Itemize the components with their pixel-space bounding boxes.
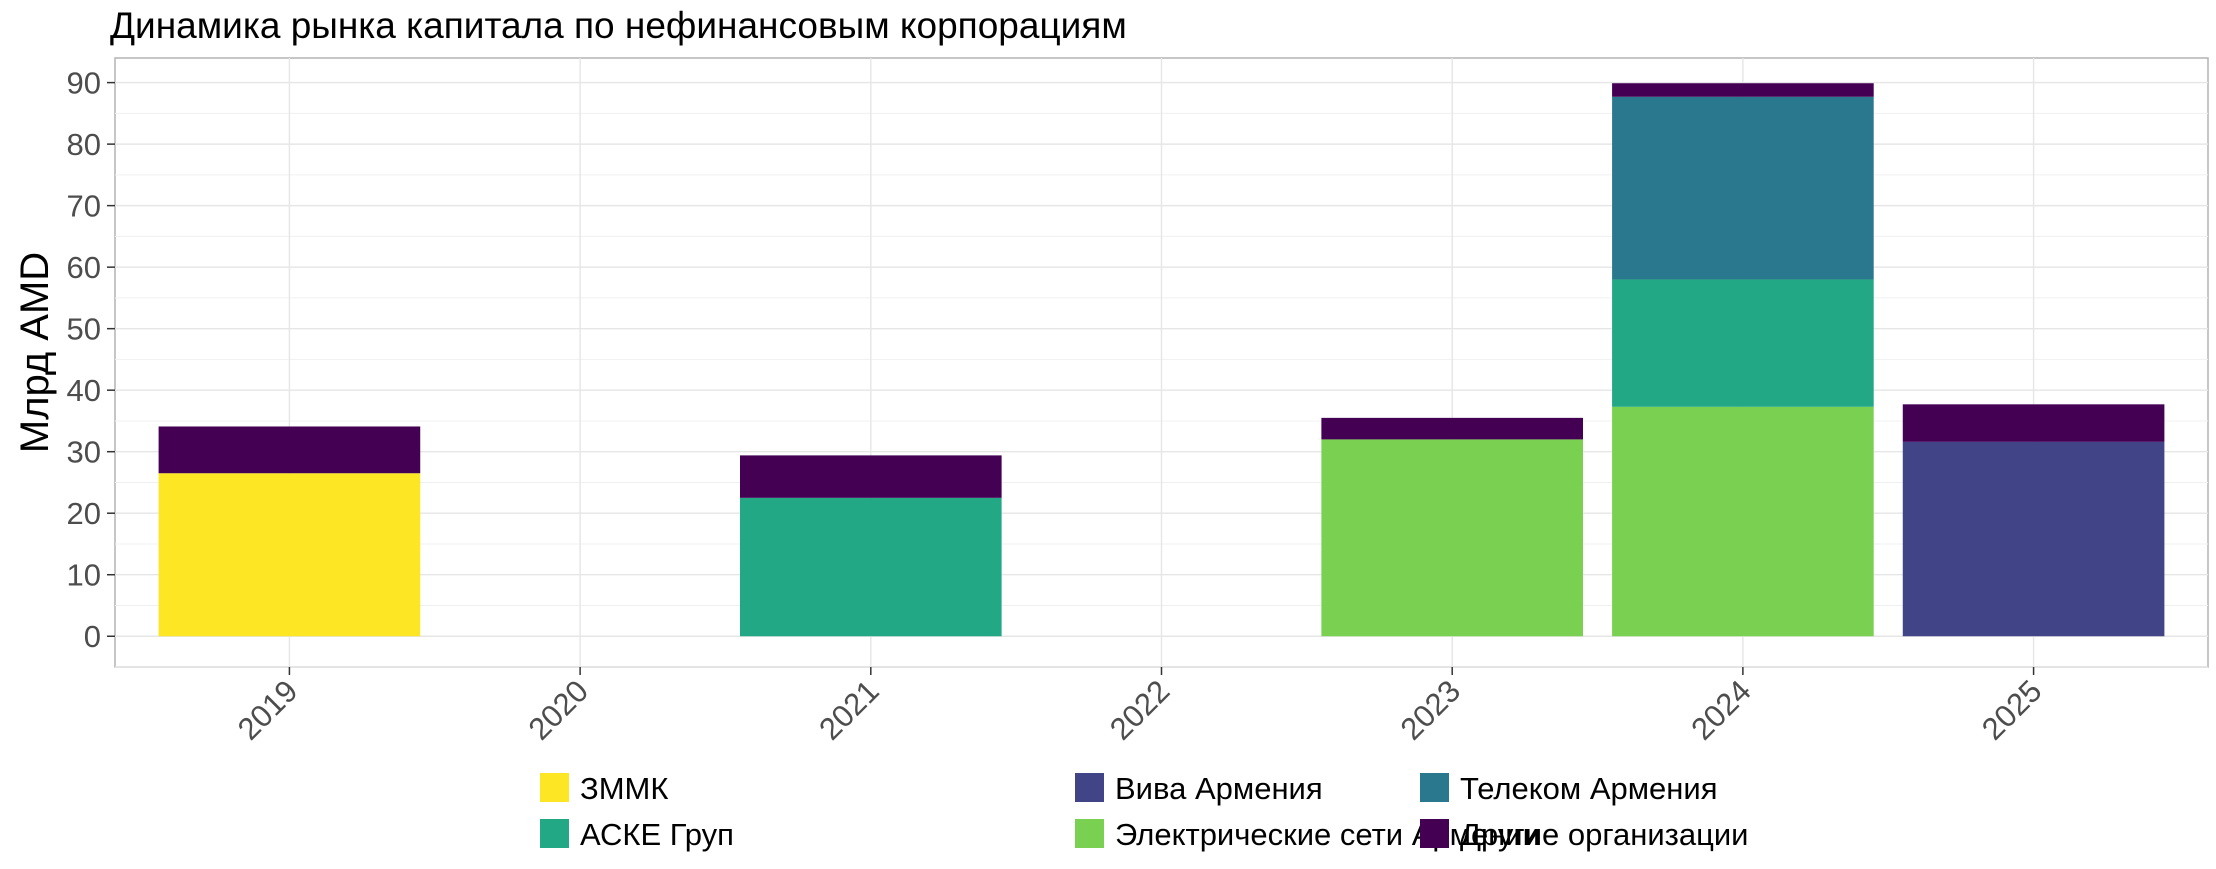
y-tick-label: 0 bbox=[84, 619, 101, 654]
bar-2019-series-0 bbox=[158, 473, 421, 637]
y-tick-label: 10 bbox=[67, 558, 101, 593]
bar-2023-series-5 bbox=[1321, 417, 1584, 440]
legend-swatch bbox=[1075, 773, 1104, 802]
legend: ЗММК АСКЕ Груп Вива Армения Электрические с… bbox=[540, 771, 1749, 852]
y-tick-label: 20 bbox=[67, 496, 101, 531]
x-tick-label: 2022 bbox=[1103, 673, 1177, 747]
x-tick-label: 2020 bbox=[522, 673, 596, 747]
chart-title: Динамика рынка капитала по нефинансовым … bbox=[110, 5, 1127, 46]
y-tick-label: 80 bbox=[67, 127, 101, 162]
bar-2021-series-2 bbox=[739, 497, 1002, 637]
plot-panel: 0 10 20 30 40 50 60 70 80 90 2019 2020 2021 2022 2023 2… bbox=[67, 57, 2209, 747]
y-tick-label: 60 bbox=[67, 250, 101, 285]
legend-swatch bbox=[540, 819, 569, 848]
legend-label: АСКЕ Груп bbox=[580, 817, 734, 852]
legend-label: Телеком Армения bbox=[1460, 771, 1718, 806]
x-tick-label: 2021 bbox=[812, 673, 886, 747]
legend-swatch bbox=[1420, 773, 1449, 802]
legend-label: Вива Армения bbox=[1115, 771, 1323, 806]
bar-2021-series-5 bbox=[739, 455, 1002, 498]
bar-2024-series-3 bbox=[1612, 96, 1874, 280]
y-tick-label: 70 bbox=[67, 189, 101, 224]
y-tick-label: 90 bbox=[67, 66, 101, 101]
bar-2024-series-2 bbox=[1612, 279, 1874, 407]
y-tick-label: 50 bbox=[67, 312, 101, 347]
legend-swatch bbox=[540, 773, 569, 802]
legend-label: ЗММК bbox=[580, 771, 668, 806]
x-tick-label: 2024 bbox=[1684, 673, 1758, 747]
legend-label: Электрические сети Армении bbox=[1115, 817, 1540, 852]
bar-2025-series-4 bbox=[1902, 441, 2165, 637]
bar-2025-series-5 bbox=[1902, 404, 2165, 442]
bar-2023-series-1 bbox=[1321, 439, 1584, 637]
x-tick-label: 2023 bbox=[1394, 673, 1468, 747]
legend-swatch bbox=[1075, 819, 1104, 848]
bar-2024-series-1 bbox=[1612, 406, 1874, 637]
y-tick-label: 40 bbox=[67, 373, 101, 408]
x-tick-label: 2025 bbox=[1975, 673, 2049, 747]
y-tick-label: 30 bbox=[67, 435, 101, 470]
bar-2024-series-5 bbox=[1612, 83, 1874, 97]
bar-2019-series-5 bbox=[158, 426, 421, 474]
x-tick-label: 2019 bbox=[231, 673, 305, 747]
legend-swatch bbox=[1420, 819, 1449, 848]
legend-label: Другие организации bbox=[1460, 817, 1749, 852]
y-axis-label: Млрд AMD bbox=[13, 252, 57, 453]
